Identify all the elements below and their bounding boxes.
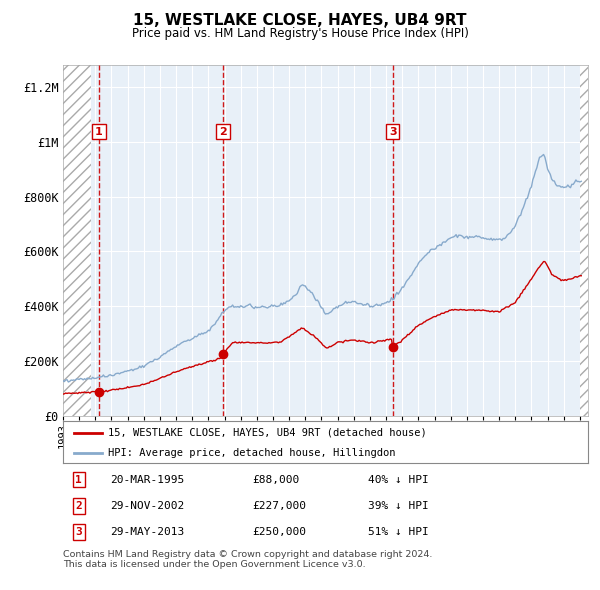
Bar [580, 65, 588, 416]
Text: £227,000: £227,000 [252, 501, 306, 511]
Bar [63, 65, 91, 416]
Text: 3: 3 [76, 527, 82, 537]
Text: Price paid vs. HM Land Registry's House Price Index (HPI): Price paid vs. HM Land Registry's House … [131, 27, 469, 40]
Text: 1: 1 [76, 474, 82, 484]
Text: 2: 2 [76, 501, 82, 511]
Text: £88,000: £88,000 [252, 474, 299, 484]
Text: 2: 2 [219, 127, 227, 137]
Text: 51% ↓ HPI: 51% ↓ HPI [367, 527, 428, 537]
Text: 40% ↓ HPI: 40% ↓ HPI [367, 474, 428, 484]
Text: 39% ↓ HPI: 39% ↓ HPI [367, 501, 428, 511]
Text: 15, WESTLAKE CLOSE, HAYES, UB4 9RT (detached house): 15, WESTLAKE CLOSE, HAYES, UB4 9RT (deta… [107, 428, 427, 438]
Text: 20-MAR-1995: 20-MAR-1995 [110, 474, 185, 484]
Text: Contains HM Land Registry data © Crown copyright and database right 2024.
This d: Contains HM Land Registry data © Crown c… [63, 550, 433, 569]
Text: 15, WESTLAKE CLOSE, HAYES, UB4 9RT: 15, WESTLAKE CLOSE, HAYES, UB4 9RT [133, 13, 467, 28]
Text: 3: 3 [389, 127, 397, 137]
Text: 29-MAY-2013: 29-MAY-2013 [110, 527, 185, 537]
Text: 1: 1 [95, 127, 103, 137]
Text: HPI: Average price, detached house, Hillingdon: HPI: Average price, detached house, Hill… [107, 448, 395, 457]
Text: 29-NOV-2002: 29-NOV-2002 [110, 501, 185, 511]
Text: £250,000: £250,000 [252, 527, 306, 537]
